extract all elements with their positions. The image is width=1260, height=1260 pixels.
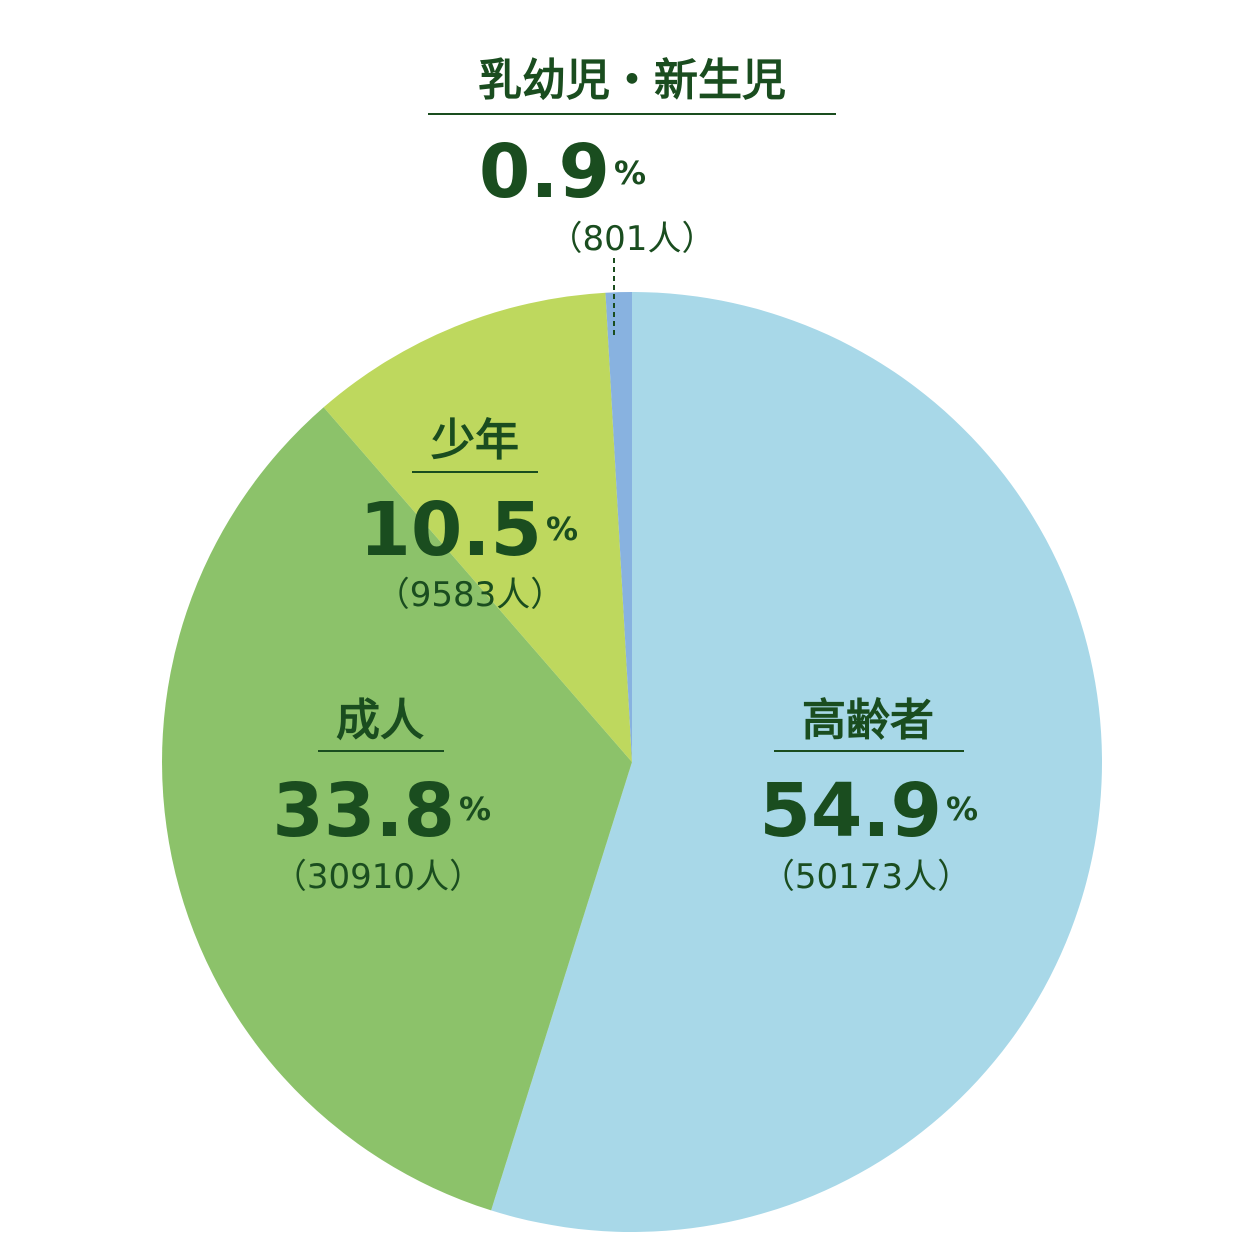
slice-count-infant: （801人）	[549, 219, 716, 259]
percent-sign-infant: %	[614, 154, 646, 192]
slice-label-youth: 少年	[431, 415, 519, 466]
slice-adult	[162, 407, 633, 1211]
percent-sign-adult: %	[459, 790, 491, 828]
slice-percent-adult: 33.8	[272, 768, 455, 854]
percent-sign-elderly: %	[946, 790, 978, 828]
slice-percent-youth: 10.5	[359, 487, 542, 573]
slice-percent-infant: 0.9	[479, 129, 610, 215]
slice-percent-elderly: 54.9	[759, 768, 942, 854]
slice-infant	[605, 292, 632, 762]
slice-label-infant: 乳幼児・新生児	[478, 55, 786, 106]
slice-label-adult: 成人	[336, 695, 424, 746]
label-group-adult: 成人 33.8 % （30910人）	[272, 695, 491, 897]
slice-count-youth: （9583人）	[376, 575, 565, 615]
slice-count-adult: （30910人）	[273, 857, 483, 897]
label-group-youth: 少年 10.5 % （9583人）	[359, 415, 578, 615]
label-group-infant: 乳幼児・新生児 0.9 % （801人）	[428, 55, 836, 259]
percent-sign-youth: %	[546, 510, 578, 548]
slice-count-elderly: （50173人）	[761, 857, 971, 897]
slice-elderly	[491, 292, 1103, 1233]
pie-slices	[162, 292, 1103, 1233]
label-group-elderly: 高齢者 54.9 % （50173人）	[759, 695, 978, 897]
slice-label-elderly: 高齢者	[802, 695, 934, 746]
slice-youth	[323, 292, 632, 762]
